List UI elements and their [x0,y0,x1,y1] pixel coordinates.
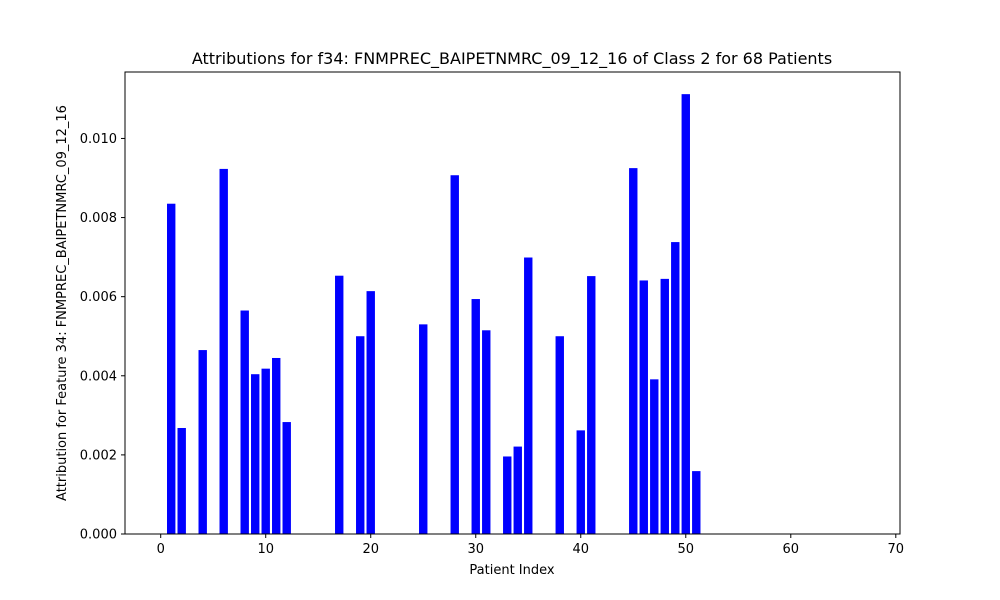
bar-patient-11 [272,357,281,534]
bar-patient-28 [450,175,459,534]
y-ticks-group: 0.000 0.002 0.004 0.006 0.008 0.010 [80,132,125,543]
bar-patient-6 [219,168,228,534]
x-tick-label: 10 [257,542,274,557]
x-tick-label: 70 [888,542,905,557]
bar-patient-35 [524,257,533,534]
bar-patient-31 [482,330,491,534]
y-tick-label: 0.000 [80,528,117,543]
y-tick-label: 0.002 [80,448,117,463]
bar-patient-46 [639,280,648,534]
chart-title: Attributions for f34: FNMPREC_BAIPETNMRC… [192,49,832,69]
x-ticks-group: 0 10 20 30 40 50 60 70 [157,534,905,557]
bar-patient-30 [471,299,480,534]
bar-patient-34 [513,446,522,534]
bar-patient-51 [692,471,701,534]
x-tick-label: 40 [572,542,589,557]
bar-patient-9 [251,374,260,534]
bar-patient-38 [555,336,564,534]
x-tick-label: 30 [467,542,484,557]
x-tick-label: 0 [157,542,165,557]
x-tick-label: 20 [362,542,379,557]
bar-patient-47 [650,379,659,534]
bars-group [167,94,701,534]
bar-patient-40 [576,430,585,534]
bar-patient-1 [167,203,176,534]
bar-patient-41 [587,276,596,534]
y-tick-label: 0.010 [80,132,117,147]
bar-patient-25 [419,324,428,534]
bar-patient-19 [356,336,365,534]
bar-patient-17 [335,275,344,534]
bar-patient-12 [282,422,291,534]
y-tick-label: 0.008 [80,211,117,226]
bar-patient-4 [198,350,207,534]
x-axis-label: Patient Index [469,563,554,578]
bar-patient-20 [366,291,375,534]
x-tick-label: 60 [783,542,800,557]
bar-patient-10 [261,368,270,534]
x-tick-label: 50 [677,542,694,557]
bar-patient-33 [503,456,512,534]
y-tick-label: 0.006 [80,290,117,305]
y-axis-label: Attribution for Feature 34: FNMPREC_BAIP… [55,105,70,501]
bar-patient-2 [177,427,186,534]
plot-frame [124,71,901,535]
y-tick-label: 0.004 [80,369,117,384]
bar-patient-45 [629,168,638,534]
bar-patient-49 [671,242,680,534]
bar-patient-48 [660,278,669,534]
bar-patient-8 [240,310,249,534]
bar-patient-50 [681,94,690,534]
